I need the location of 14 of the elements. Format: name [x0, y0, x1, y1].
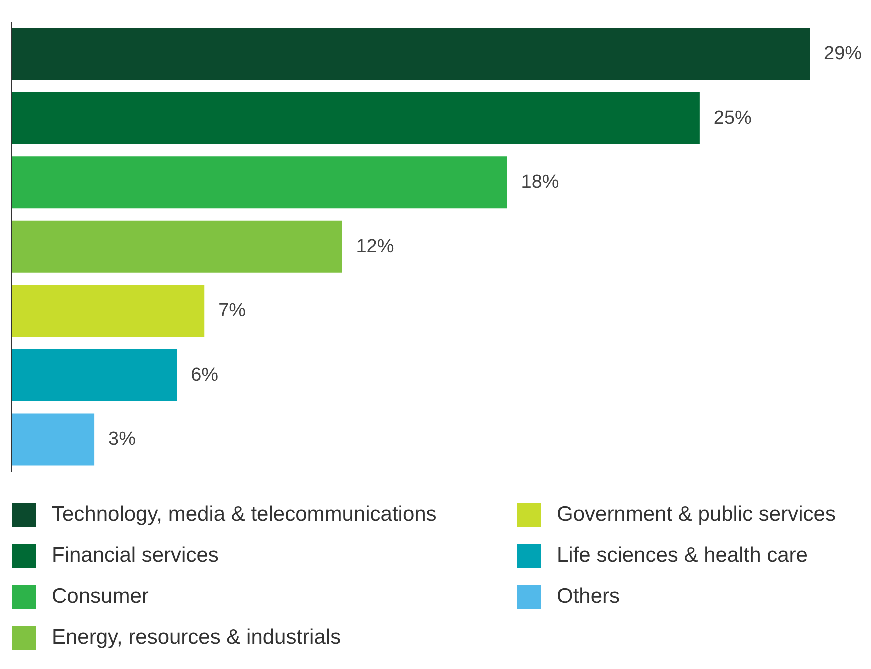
legend-label: Government & public services — [557, 502, 836, 526]
legend-label: Financial services — [52, 544, 219, 566]
legend-label: Energy, resources & industrials — [52, 626, 342, 648]
data-label: 6% — [191, 364, 219, 386]
data-label: 12% — [356, 236, 394, 258]
legend-label: Others — [557, 584, 620, 608]
legend-label: Life sciences & health care — [557, 544, 808, 566]
data-label: 3% — [108, 429, 136, 450]
data-label: 18% — [521, 172, 560, 194]
data-label: 7% — [218, 300, 246, 322]
data-label: 29% — [824, 44, 862, 64]
legend-label: Consumer — [52, 584, 149, 608]
legend-label: Technology, media & telecommunications — [52, 502, 437, 526]
data-label: 25% — [714, 108, 752, 129]
